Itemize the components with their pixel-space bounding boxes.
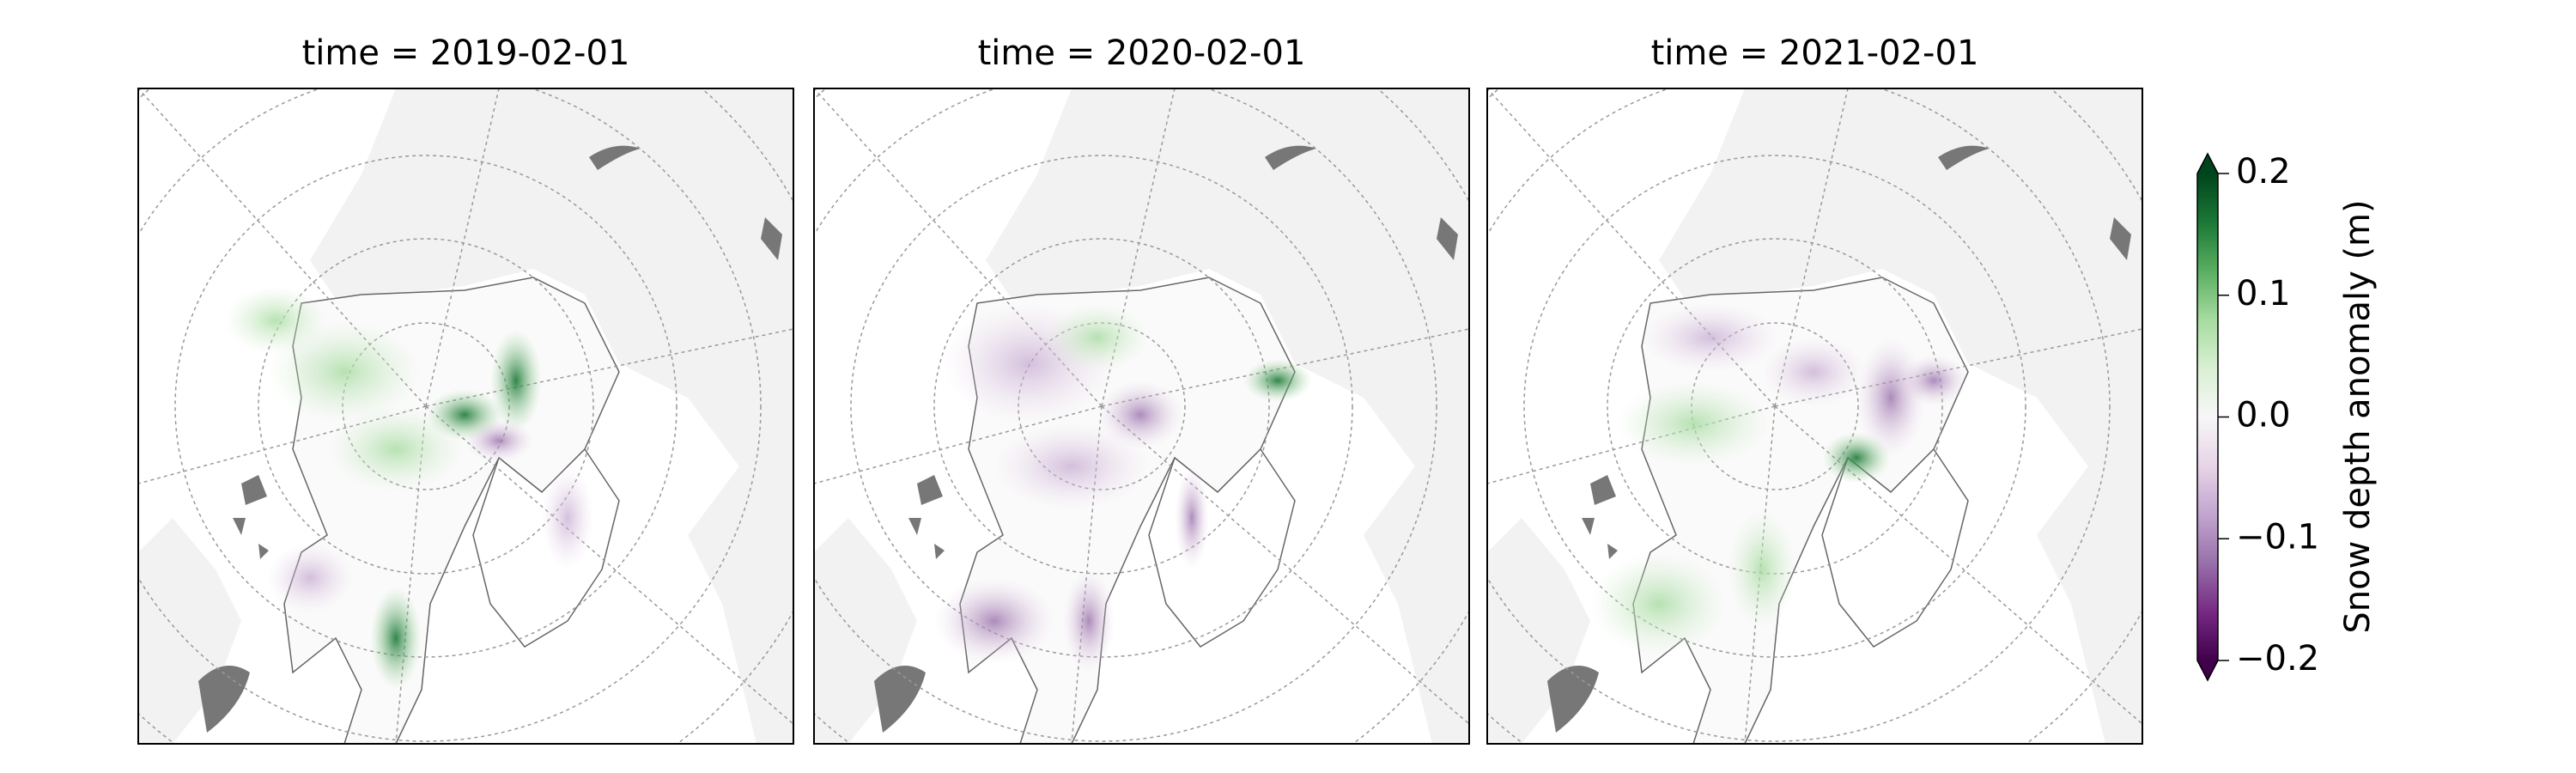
anomaly-patch [1046, 303, 1149, 372]
anomaly-patch [542, 466, 593, 569]
anomaly-patch [1616, 380, 1771, 466]
colorbar-tick-label: −0.1 [2236, 517, 2319, 557]
anomaly-patch [465, 419, 533, 462]
colorbar-tick-label: 0.2 [2236, 152, 2291, 192]
anomaly-patch [327, 406, 465, 492]
colorbar-ramp [2197, 173, 2218, 660]
anomaly-patch [370, 587, 422, 690]
panel-frame [813, 88, 1470, 745]
anomaly-field [224, 286, 593, 690]
colorbar-label: Snow depth anomaly (m) [2338, 199, 2378, 633]
anomaly-patch [1642, 303, 1779, 372]
colorbar [2196, 152, 2219, 682]
panel-title: time = 2021-02-01 [1651, 33, 1979, 73]
anomaly-patch [224, 286, 327, 355]
colorbar-tick-label: −0.2 [2236, 639, 2319, 679]
map-panel [1354, 0, 2196, 773]
anomaly-patch [1063, 569, 1115, 673]
anomaly-patch [1822, 432, 1891, 484]
anomaly-field [1590, 303, 1968, 655]
basemap [5, 0, 847, 773]
colorbar-tick-label: 0.0 [2236, 396, 2291, 435]
anomaly-patch [1243, 359, 1312, 402]
anomaly-patch [934, 578, 1054, 664]
anomaly-patch [1590, 552, 1728, 655]
colorbar-tick-label: 0.1 [2236, 274, 2291, 313]
panel-frame [137, 88, 794, 745]
anomaly-patch [1097, 380, 1183, 449]
anomaly-patch [267, 544, 353, 612]
panel-title: time = 2020-02-01 [978, 33, 1306, 73]
anomaly-patch [1728, 509, 1796, 630]
map-panel [5, 0, 847, 773]
anomaly-field [934, 303, 1312, 673]
anomaly-patch [1762, 338, 1865, 406]
anomaly-patch [994, 423, 1149, 509]
anomaly-patch [1899, 355, 1968, 406]
anomaly-patch [1175, 466, 1209, 569]
map-panel [681, 0, 1522, 773]
colorbar-extend-min [2197, 660, 2218, 680]
colorbar-extend-max [2197, 154, 2218, 173]
panel-frame [1486, 88, 2143, 745]
anomaly-patch [490, 329, 542, 432]
panel-title: time = 2019-02-01 [302, 33, 630, 73]
